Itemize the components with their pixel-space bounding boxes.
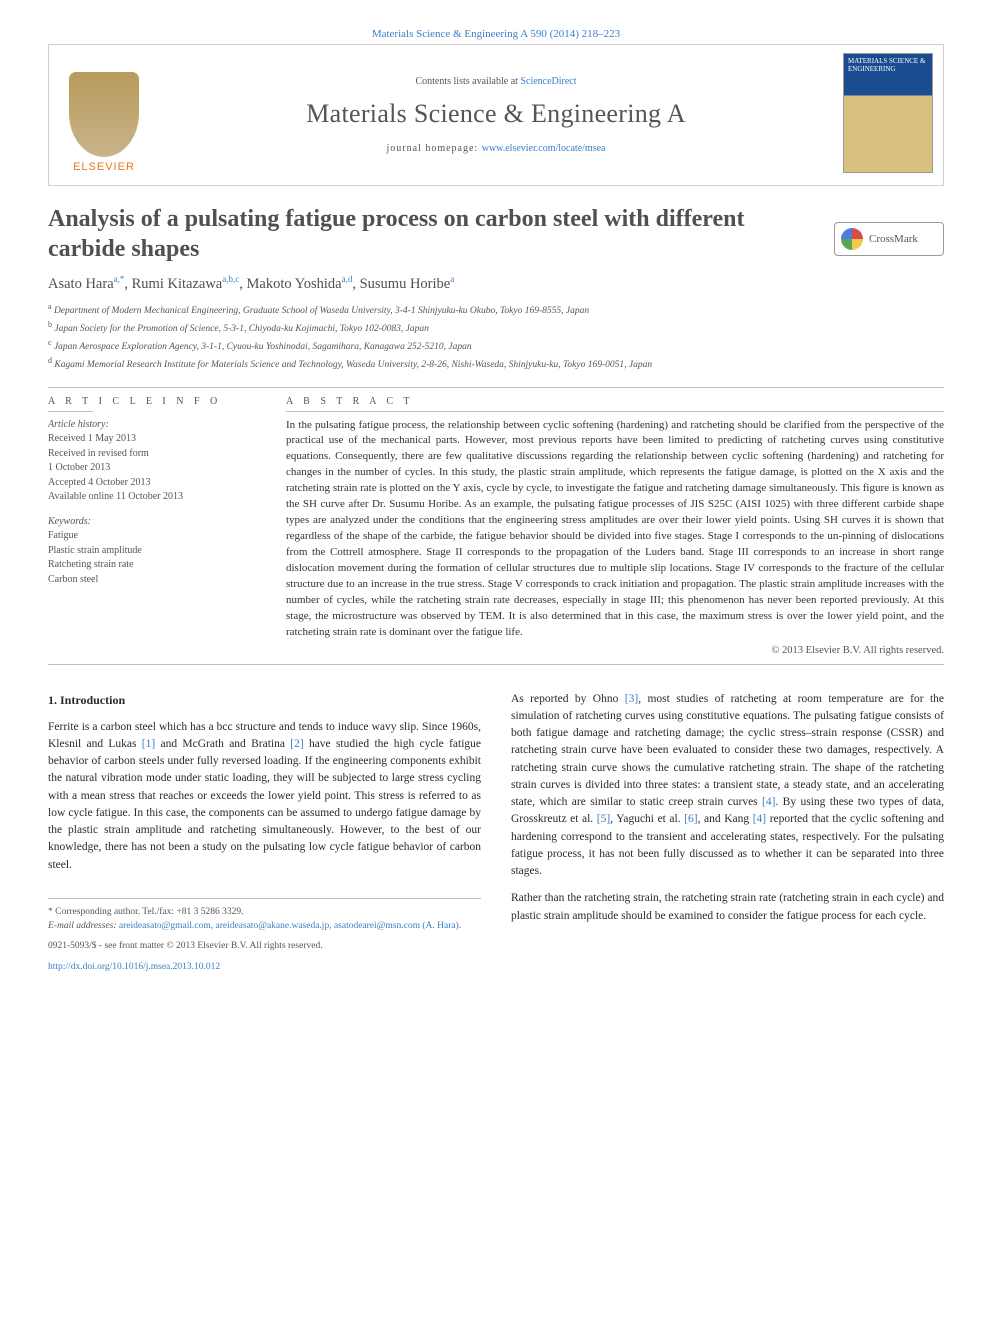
- elsevier-logo: ELSEVIER: [59, 53, 149, 173]
- affiliation-c: c Japan Aerospace Exploration Agency, 3-…: [48, 337, 944, 355]
- divider: [48, 387, 944, 388]
- intro-heading: 1. Introduction: [48, 691, 481, 709]
- reference-link[interactable]: [4]: [753, 813, 766, 825]
- crossmark-badge[interactable]: CrossMark: [834, 222, 944, 256]
- history-line: Available online 11 October 2013: [48, 490, 258, 505]
- abstract-copyright: © 2013 Elsevier B.V. All rights reserved…: [286, 645, 944, 656]
- footnotes: * Corresponding author. Tel./fax: +81 3 …: [48, 898, 481, 934]
- history-header: Article history:: [48, 418, 258, 433]
- reference-link[interactable]: [6]: [684, 813, 697, 825]
- crossmark-icon: [841, 228, 863, 250]
- history-line: 1 October 2013: [48, 461, 258, 476]
- abstract-text: In the pulsating fatigue process, the re…: [286, 418, 944, 641]
- homepage-prefix: journal homepage:: [387, 143, 482, 154]
- authors-line: Asato Haraa,*, Rumi Kitazawaa,b,c, Makot…: [48, 274, 944, 293]
- history-line: Received in revised form: [48, 447, 258, 462]
- email-link[interactable]: areideasato@gmail.com, areideasato@akane…: [119, 921, 461, 931]
- divider: [286, 411, 944, 412]
- author-1-sup[interactable]: a,*: [114, 274, 125, 284]
- contents-prefix: Contents lists available at: [415, 76, 520, 87]
- reference-link[interactable]: [4]: [762, 796, 775, 808]
- body-paragraph: Rather than the ratcheting strain, the r…: [511, 890, 944, 925]
- body-right-column: As reported by Ohno [3], most studies of…: [511, 691, 944, 974]
- crossmark-label: CrossMark: [869, 233, 918, 245]
- keywords-header: Keywords:: [48, 515, 258, 530]
- affiliation-d: d Kagami Memorial Research Institute for…: [48, 355, 944, 373]
- abstract-label: A B S T R A C T: [286, 396, 944, 407]
- author-2-sup[interactable]: a,b,c: [222, 274, 239, 284]
- sciencedirect-link[interactable]: ScienceDirect: [520, 76, 576, 87]
- contents-available-line: Contents lists available at ScienceDirec…: [159, 76, 833, 87]
- reference-link[interactable]: [2]: [290, 738, 303, 750]
- header-citation[interactable]: Materials Science & Engineering A 590 (2…: [48, 28, 944, 40]
- journal-title: Materials Science & Engineering A: [159, 99, 833, 129]
- affiliations: a Department of Modern Mechanical Engine…: [48, 301, 944, 373]
- keyword: Ratcheting strain rate: [48, 558, 258, 573]
- divider: [48, 664, 944, 665]
- author-3: Makoto Yoshida: [247, 276, 342, 292]
- body-columns: 1. Introduction Ferrite is a carbon stee…: [48, 691, 944, 974]
- elsevier-tree-icon: [69, 72, 139, 157]
- email-label: E-mail addresses:: [48, 921, 119, 931]
- email-line: E-mail addresses: areideasato@gmail.com,…: [48, 919, 481, 933]
- elsevier-label: ELSEVIER: [73, 161, 135, 173]
- reference-link[interactable]: [5]: [597, 813, 610, 825]
- article-history: Article history: Received 1 May 2013 Rec…: [48, 418, 258, 505]
- divider: [48, 411, 93, 412]
- keyword: Plastic strain amplitude: [48, 544, 258, 559]
- body-paragraph: Ferrite is a carbon steel which has a bc…: [48, 719, 481, 874]
- history-line: Accepted 4 October 2013: [48, 476, 258, 491]
- author-2: Rumi Kitazawa: [132, 276, 223, 292]
- reference-link[interactable]: [1]: [142, 738, 155, 750]
- journal-header: ELSEVIER Contents lists available at Sci…: [48, 44, 944, 186]
- doi-link[interactable]: http://dx.doi.org/10.1016/j.msea.2013.10…: [48, 962, 220, 972]
- issn-line: 0921-5093/$ - see front matter © 2013 El…: [48, 939, 481, 953]
- journal-homepage-line: journal homepage: www.elsevier.com/locat…: [159, 143, 833, 154]
- author-3-sup[interactable]: a,d: [342, 274, 353, 284]
- journal-cover-thumbnail: MATERIALS SCIENCE & ENGINEERING: [843, 53, 933, 173]
- author-4-sup[interactable]: a: [450, 274, 454, 284]
- article-info-label: A R T I C L E I N F O: [48, 396, 258, 407]
- corresponding-author: * Corresponding author. Tel./fax: +81 3 …: [48, 905, 481, 919]
- reference-link[interactable]: [3]: [625, 693, 638, 705]
- keyword: Carbon steel: [48, 573, 258, 588]
- affiliation-b: b Japan Society for the Promotion of Sci…: [48, 319, 944, 337]
- history-line: Received 1 May 2013: [48, 432, 258, 447]
- keywords-block: Keywords: Fatigue Plastic strain amplitu…: [48, 515, 258, 588]
- keyword: Fatigue: [48, 529, 258, 544]
- article-title: Analysis of a pulsating fatigue process …: [48, 204, 778, 264]
- body-left-column: 1. Introduction Ferrite is a carbon stee…: [48, 691, 481, 974]
- author-1: Asato Hara: [48, 276, 114, 292]
- affiliation-a: a Department of Modern Mechanical Engine…: [48, 301, 944, 319]
- journal-cover-title: MATERIALS SCIENCE & ENGINEERING: [848, 58, 928, 73]
- homepage-link[interactable]: www.elsevier.com/locate/msea: [482, 143, 606, 154]
- body-paragraph: As reported by Ohno [3], most studies of…: [511, 691, 944, 881]
- author-4: Susumu Horibe: [360, 276, 451, 292]
